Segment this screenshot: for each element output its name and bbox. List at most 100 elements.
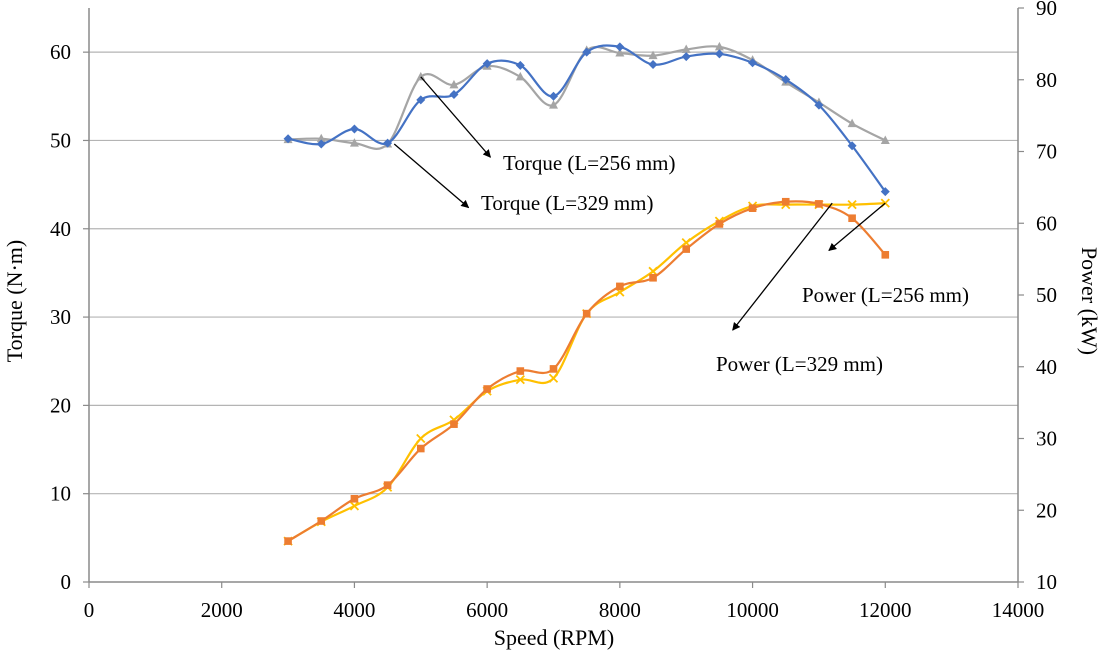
- left-tick-label-0: 0: [61, 570, 72, 594]
- data-point-torque-l-329-mm-7000: [549, 91, 558, 101]
- data-point-power-l-329-mm-9000: [682, 245, 691, 253]
- x-tick-label-8000: 8000: [599, 598, 641, 622]
- left-tick-label-10: 10: [50, 482, 71, 506]
- data-point-torque-l-329-mm-5000: [416, 95, 426, 105]
- data-point-power-l-329-mm-10000: [748, 204, 757, 212]
- annotation-label-torque-l-256-mm: Torque (L=256 mm): [503, 151, 676, 175]
- right-axis-title: Power (kW): [1077, 247, 1102, 355]
- left-tick-label-30: 30: [50, 305, 71, 329]
- x-tick-label-14000: 14000: [992, 598, 1045, 622]
- annotation-label-power-l-329-mm: Power (L=329 mm): [716, 352, 883, 376]
- data-point-torque-l-329-mm-4000: [349, 124, 359, 134]
- annotation-arrow-power-l-329-mm: [732, 202, 833, 331]
- data-point-torque-l-256-mm-3500: [316, 133, 326, 143]
- annotation-label-power-l-256-mm: Power (L=256 mm): [802, 283, 969, 307]
- right-tick-label-70: 70: [1036, 140, 1057, 164]
- data-point-power-l-329-mm-4500: [383, 481, 392, 489]
- data-point-torque-l-329-mm-10500: [781, 75, 791, 85]
- data-point-power-l-329-mm-12000: [881, 251, 890, 259]
- annotation-arrow-torque-l-329-mm: [393, 143, 470, 209]
- left-tick-label-20: 20: [50, 393, 71, 417]
- data-point-torque-l-329-mm-4500: [383, 138, 393, 148]
- series-torque-l-256-mm: [283, 41, 890, 150]
- data-point-torque-l-329-mm-7500: [582, 47, 592, 57]
- right-tick-label-20: 20: [1036, 498, 1057, 522]
- left-tick-label-60: 60: [50, 40, 71, 64]
- right-tick-label-80: 80: [1036, 68, 1057, 92]
- data-point-power-l-329-mm-8000: [616, 282, 624, 291]
- data-point-torque-l-256-mm-9500: [714, 41, 724, 51]
- left-axis-ticks: 0 10 20 30 40 50 60: [50, 40, 89, 594]
- data-point-power-l-329-mm-3500: [317, 517, 326, 525]
- data-point-power-l-329-mm-6500: [516, 367, 525, 375]
- data-point-torque-l-329-mm-3500: [316, 139, 326, 149]
- right-tick-label-40: 40: [1036, 355, 1057, 379]
- data-point-power-l-256-mm-5000: [416, 433, 426, 444]
- x-tick-label-2000: 2000: [201, 598, 243, 622]
- data-point-torque-l-329-mm-9500: [714, 49, 724, 59]
- data-point-torque-l-329-mm-8500: [648, 60, 658, 70]
- data-point-power-l-329-mm-9500: [715, 220, 724, 228]
- data-point-torque-l-329-mm-10000: [748, 58, 758, 68]
- annotations: Torque (L=256 mm) Torque (L=329 mm) Power …: [393, 76, 969, 376]
- data-point-torque-l-329-mm-6500: [515, 60, 525, 70]
- data-point-torque-l-329-mm-5500: [449, 90, 459, 100]
- right-axis-ticks: 10 20 30 40 50 60 70 80 90: [1018, 0, 1057, 594]
- left-tick-label-50: 50: [50, 128, 71, 152]
- data-point-power-l-329-mm-8500: [649, 273, 657, 282]
- series-line-torque-l-256-mm: [288, 45, 886, 150]
- data-point-torque-l-256-mm-7000: [549, 100, 558, 109]
- data-point-power-l-256-mm-4000: [349, 501, 360, 511]
- x-tick-label-4000: 4000: [333, 598, 375, 622]
- series-torque-l-329-mm: [283, 42, 890, 197]
- x-tick-label-0: 0: [84, 598, 95, 622]
- data-point-torque-l-256-mm-9000: [681, 44, 691, 54]
- gridlines: [89, 51, 1018, 495]
- right-tick-label-90: 90: [1036, 0, 1057, 20]
- right-tick-label-50: 50: [1036, 283, 1057, 307]
- data-point-power-l-256-mm-6500: [515, 375, 525, 385]
- data-point-power-l-329-mm-7000: [549, 365, 558, 373]
- data-point-power-l-256-mm-7000: [548, 373, 559, 383]
- data-point-power-l-329-mm-7500: [582, 309, 591, 318]
- data-point-power-l-329-mm-5500: [450, 420, 458, 428]
- data-point-power-l-256-mm-11500: [847, 199, 857, 210]
- right-tick-label-10: 10: [1036, 570, 1057, 594]
- data-point-torque-l-256-mm-5500: [449, 79, 459, 89]
- x-axis-title: Speed (RPM): [494, 625, 614, 650]
- data-point-torque-l-256-mm-6500: [515, 71, 525, 81]
- right-tick-label-60: 60: [1036, 211, 1057, 235]
- annotation-label-torque-l-329-mm: Torque (L=329 mm): [481, 191, 654, 215]
- data-point-power-l-329-mm-11000: [815, 200, 823, 208]
- data-point-torque-l-256-mm-8000: [615, 48, 625, 57]
- data-point-torque-l-256-mm-4000: [349, 138, 359, 147]
- x-tick-label-10000: 10000: [726, 598, 779, 622]
- data-point-torque-l-329-mm-11000: [814, 100, 824, 110]
- right-tick-label-30: 30: [1036, 427, 1057, 451]
- left-axis-title: Torque (N·m): [2, 240, 27, 362]
- x-axis-ticks: 0 2000 4000 6000 8000 10000 12000 14000: [84, 582, 1045, 622]
- data-point-torque-l-329-mm-3000: [283, 134, 293, 144]
- data-point-torque-l-256-mm-5000: [416, 71, 426, 81]
- data-point-torque-l-329-mm-11500: [847, 141, 857, 151]
- data-point-power-l-329-mm-4000: [350, 494, 359, 503]
- x-tick-label-12000: 12000: [859, 598, 912, 622]
- data-point-torque-l-329-mm-9000: [681, 52, 691, 62]
- data-series: [283, 41, 890, 546]
- data-point-torque-l-256-mm-12000: [880, 135, 890, 144]
- series-power-l-329-mm: [284, 197, 890, 545]
- data-point-power-l-329-mm-11500: [848, 214, 856, 223]
- left-tick-label-40: 40: [50, 217, 71, 241]
- data-point-power-l-329-mm-3000: [284, 537, 292, 545]
- annotation-arrow-power-l-256-mm: [828, 202, 886, 252]
- data-point-power-l-329-mm-5000: [416, 444, 425, 453]
- data-point-torque-l-256-mm-11500: [847, 118, 857, 128]
- annotation-arrow-torque-l-256-mm: [420, 76, 491, 158]
- data-point-torque-l-256-mm-8500: [648, 50, 658, 60]
- data-point-power-l-329-mm-6000: [483, 385, 491, 393]
- x-tick-label-6000: 6000: [466, 598, 508, 622]
- data-point-power-l-329-mm-10500: [781, 197, 790, 206]
- data-point-torque-l-329-mm-6000: [482, 59, 492, 69]
- data-point-torque-l-329-mm-12000: [880, 187, 890, 197]
